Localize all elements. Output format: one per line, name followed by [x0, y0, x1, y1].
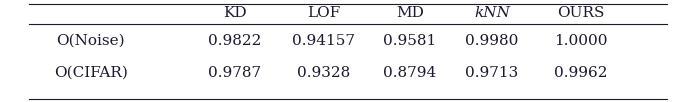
- Text: 0.9787: 0.9787: [208, 66, 261, 80]
- Text: MD: MD: [395, 6, 424, 20]
- Text: O(CIFAR): O(CIFAR): [54, 66, 127, 80]
- Text: LOF: LOF: [307, 6, 340, 20]
- Text: OURS: OURS: [557, 6, 605, 20]
- Text: 0.8794: 0.8794: [383, 66, 436, 80]
- Text: 0.9581: 0.9581: [383, 34, 436, 48]
- Text: KD: KD: [223, 6, 247, 20]
- Text: 0.9962: 0.9962: [555, 66, 608, 80]
- Text: 0.9822: 0.9822: [208, 34, 261, 48]
- Text: 1.0000: 1.0000: [555, 34, 608, 48]
- Text: 0.94157: 0.94157: [292, 34, 356, 48]
- Text: O(Noise): O(Noise): [56, 34, 125, 48]
- Text: 0.9713: 0.9713: [465, 66, 519, 80]
- Text: 0.9980: 0.9980: [465, 34, 519, 48]
- Text: kNN: kNN: [474, 6, 510, 20]
- Text: 0.9328: 0.9328: [297, 66, 351, 80]
